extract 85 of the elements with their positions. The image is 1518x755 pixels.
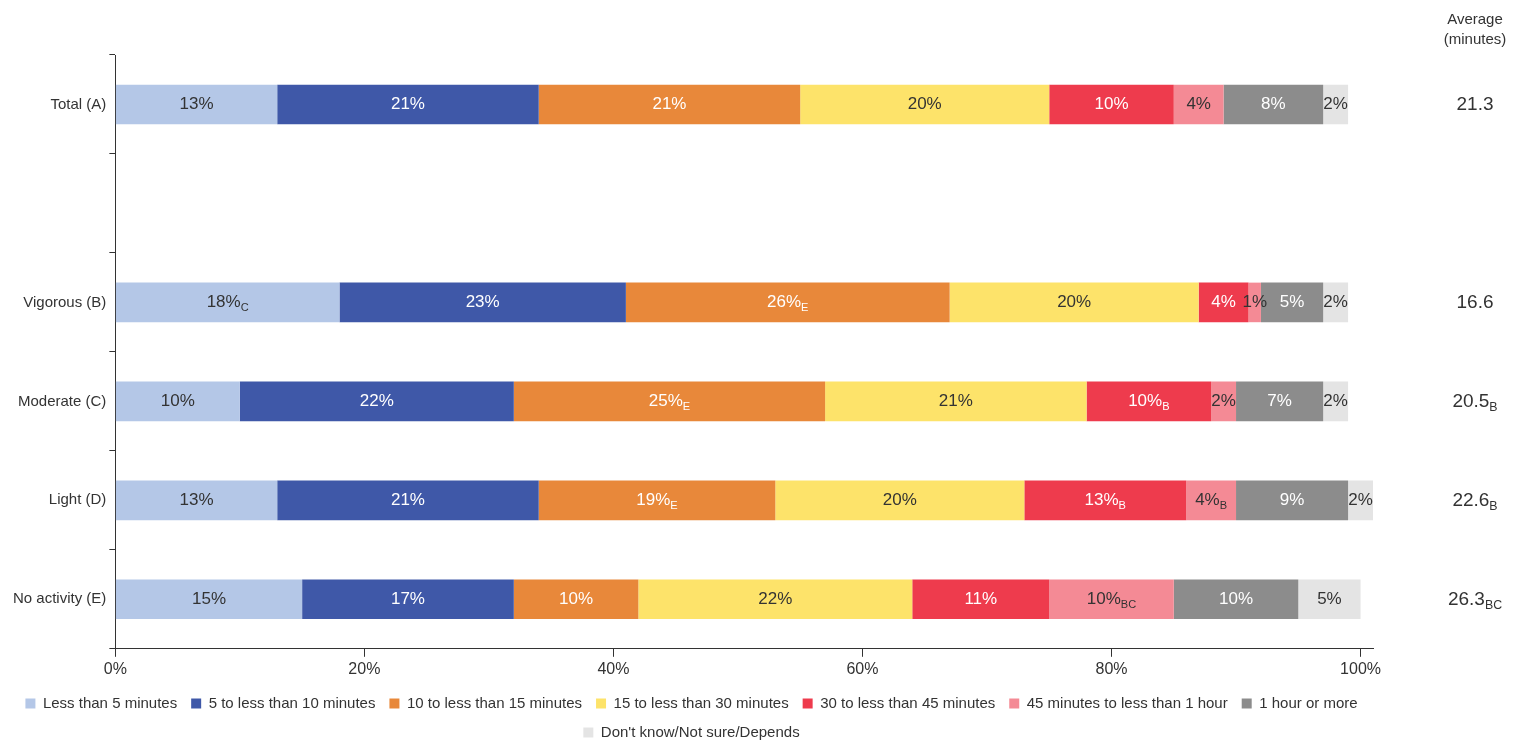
bar <box>302 579 514 620</box>
data-label: 20% <box>882 490 917 510</box>
legend-label: 45 minutes to less than 1 hour <box>1026 693 1228 711</box>
data-label: 1% <box>1242 292 1267 312</box>
bar <box>239 381 514 422</box>
data-label: 21% <box>652 94 687 114</box>
bar <box>625 282 950 323</box>
bar <box>339 282 626 323</box>
bar <box>1086 381 1212 422</box>
data-label: 23% <box>465 292 500 312</box>
data-label: 2% <box>1323 94 1348 114</box>
data-label: 4% <box>1211 292 1236 312</box>
x-tick-label: 60% <box>846 659 879 677</box>
bar <box>638 579 913 620</box>
bar <box>115 84 278 125</box>
data-label: 13% <box>179 490 214 510</box>
data-label: 10% <box>559 589 594 608</box>
y-tick-label: Total (A) <box>50 94 107 112</box>
data-label: 10% <box>160 391 195 411</box>
legend-label: 5 to less than 10 minutes <box>208 693 376 711</box>
bar <box>115 381 240 422</box>
legend-label: Less than 5 minutes <box>42 693 178 711</box>
legend-label: 10 to less than 15 minutes <box>406 693 583 711</box>
bar <box>538 480 776 521</box>
bar <box>513 579 639 620</box>
y-tick-label: No activity (E) <box>12 589 107 607</box>
x-tick-label: 20% <box>348 659 381 677</box>
data-label: 21% <box>938 391 973 411</box>
data-label: 15% <box>191 589 227 608</box>
data-label: 5% <box>1317 589 1342 608</box>
data-label: 20% <box>1057 292 1092 312</box>
bar <box>800 84 1050 125</box>
bar <box>1173 579 1299 620</box>
bar <box>1236 381 1324 422</box>
data-label: 21% <box>390 94 425 114</box>
legend-label: 15 to less than 30 minutes <box>613 693 789 711</box>
data-label: 13% <box>179 94 214 114</box>
text: Average (minutes) <box>1443 10 1507 48</box>
bar <box>775 480 1025 521</box>
y-tick-label: Moderate (C) <box>17 391 107 409</box>
x-tick-label: 0% <box>103 659 127 677</box>
data-label: 2% <box>1323 391 1348 411</box>
bar <box>115 480 278 521</box>
bar <box>538 84 801 125</box>
x-tick-label: 80% <box>1095 659 1128 677</box>
bar <box>912 579 1050 620</box>
bar <box>1049 84 1174 125</box>
data-label: 2% <box>1323 292 1348 312</box>
data-label: 22% <box>758 589 793 608</box>
data-label: 5% <box>1279 292 1305 312</box>
y-tick-label: Vigorous (B) <box>23 292 107 310</box>
data-label: 9% <box>1279 490 1305 510</box>
legend-label: 30 to less than 45 minutes <box>820 693 996 711</box>
bar <box>513 381 826 422</box>
bar <box>115 579 303 620</box>
x-tick-label: 100% <box>1340 659 1382 677</box>
bar <box>1223 84 1324 125</box>
text: 16.6 <box>1456 290 1494 312</box>
bar <box>1298 579 1361 620</box>
data-label: 8% <box>1261 94 1286 114</box>
data-label: 20% <box>907 94 942 114</box>
x-tick-label: 40% <box>597 659 630 677</box>
data-label: 17% <box>390 589 425 608</box>
data-label: 4% <box>1186 94 1211 114</box>
data-label: 22% <box>359 391 394 411</box>
data-label: 21% <box>390 490 425 510</box>
data-label: 10% <box>1094 94 1129 114</box>
bar <box>1049 579 1174 620</box>
data-label: 7% <box>1267 391 1292 411</box>
data-label: 2% <box>1211 391 1236 411</box>
data-label: 11% <box>964 589 998 608</box>
legend-label: 1 hour or more <box>1259 693 1358 711</box>
bar <box>115 282 340 323</box>
bar <box>949 282 1199 323</box>
bar <box>825 381 1087 422</box>
text: 21.3 <box>1456 92 1494 114</box>
bar <box>277 480 539 521</box>
legend-label: Don't know/Not sure/Depends <box>600 722 800 740</box>
bar <box>1236 480 1349 521</box>
data-label: 2% <box>1348 490 1373 510</box>
bar <box>1024 480 1187 521</box>
y-tick-label: Light (D) <box>48 490 107 508</box>
bar <box>277 84 539 125</box>
bar <box>1173 84 1224 125</box>
data-label: 10% <box>1219 589 1254 608</box>
